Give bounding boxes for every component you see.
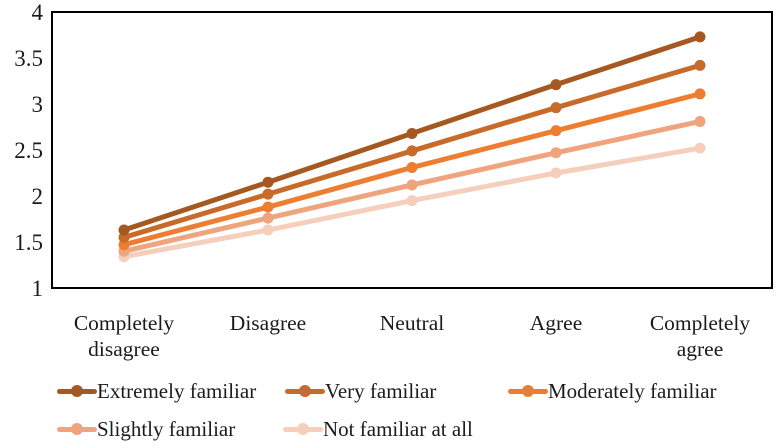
series-point-extremely-familiar [406,127,418,139]
series-point-slightly-familiar [262,212,274,224]
series-point-slightly-familiar [406,179,418,191]
series-point-moderately-familiar [262,201,274,213]
legend-label: Very familiar [325,379,437,403]
y-axis-tick-label: 2 [32,184,44,209]
series-point-slightly-familiar [694,115,706,127]
legend-item-moderately-familiar: Moderately familiar [508,379,717,403]
legend-line-marker-icon [57,384,97,398]
legend-label: Not familiar at all [323,417,473,441]
x-axis-category-label: Disagree [230,311,306,335]
series-point-moderately-familiar [694,88,706,100]
series-point-not-familiar-at-all [550,167,562,179]
y-axis-tick-label: 2.5 [14,138,43,163]
legend-line-marker-icon [285,384,325,398]
x-axis-category-label: agree [677,337,724,361]
series-point-extremely-familiar [118,224,130,236]
series-point-not-familiar-at-all [406,195,418,207]
series-point-extremely-familiar [550,79,562,91]
series-point-very-familiar [406,145,418,157]
series-point-moderately-familiar [406,161,418,173]
y-axis-tick-label: 1 [32,276,44,301]
legend-label: Extremely familiar [97,379,257,403]
series-point-extremely-familiar [694,31,706,43]
y-axis-tick-label: 1.5 [14,230,43,255]
legend-item-not-familiar-at-all: Not familiar at all [283,417,473,441]
x-axis-category-label: Neutral [380,311,444,335]
series-point-very-familiar [262,188,274,200]
legend-line-marker-icon [508,384,548,398]
x-axis-category-label: Completely [650,311,751,335]
legend-label: Slightly familiar [97,417,236,441]
series-point-not-familiar-at-all [262,224,274,236]
x-axis-category-label: Completely [74,311,175,335]
y-axis-tick-label: 3 [32,92,44,117]
series-point-very-familiar [550,102,562,114]
x-axis-category-label: Agree [530,311,583,335]
legend-line-marker-icon [57,422,97,436]
series-point-extremely-familiar [262,176,274,188]
y-axis-tick-label: 4 [32,0,44,25]
plot-frame [51,11,773,289]
x-axis-category-label: disagree [88,337,160,361]
series-point-slightly-familiar [550,147,562,159]
legend-item-slightly-familiar: Slightly familiar [57,417,235,441]
series-point-not-familiar-at-all [694,142,706,154]
legend-label: Moderately familiar [548,379,717,403]
legend-item-very-familiar: Very familiar [285,379,436,403]
series-point-very-familiar [694,59,706,71]
y-axis-tick-label: 3.5 [14,46,43,71]
series-point-moderately-familiar [550,125,562,137]
legend-line-marker-icon [283,422,323,436]
legend-item-extremely-familiar: Extremely familiar [57,379,256,403]
